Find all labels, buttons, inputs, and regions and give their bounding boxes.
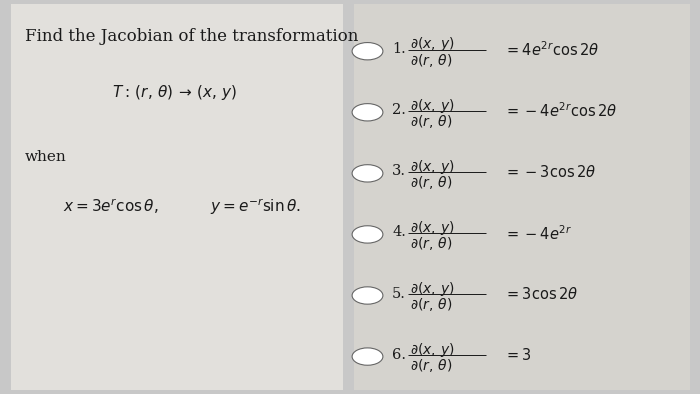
Text: $\partial(r,\,\theta)$: $\partial(r,\,\theta)$ — [410, 235, 452, 252]
Text: 1.: 1. — [392, 42, 406, 56]
Text: $\partial(x,\,y)$: $\partial(x,\,y)$ — [410, 341, 454, 359]
FancyBboxPatch shape — [354, 4, 690, 390]
Circle shape — [352, 104, 383, 121]
Text: when: when — [25, 150, 66, 164]
Text: 3.: 3. — [392, 164, 406, 178]
Text: 2.: 2. — [392, 103, 406, 117]
Text: 4.: 4. — [392, 225, 406, 240]
Text: $\partial(r,\,\theta)$: $\partial(r,\,\theta)$ — [410, 52, 452, 69]
Text: $= 4e^{2r}\cos 2\theta$: $= 4e^{2r}\cos 2\theta$ — [504, 41, 599, 59]
Text: $= 3$: $= 3$ — [504, 348, 532, 363]
Text: $\partial(x,\,y)$: $\partial(x,\,y)$ — [410, 158, 454, 176]
Text: $= -4e^{2r}$: $= -4e^{2r}$ — [504, 224, 572, 243]
Text: $x = 3e^r\cos\theta,$: $x = 3e^r\cos\theta,$ — [63, 197, 159, 216]
Text: $\partial(r,\,\theta)$: $\partial(r,\,\theta)$ — [410, 296, 452, 313]
Text: $= 3\cos 2\theta$: $= 3\cos 2\theta$ — [504, 286, 578, 302]
Text: $\partial(x,\,y)$: $\partial(x,\,y)$ — [410, 219, 454, 237]
Text: Find the Jacobian of the transformation: Find the Jacobian of the transformation — [25, 28, 358, 45]
Text: $\partial(r,\,\theta)$: $\partial(r,\,\theta)$ — [410, 357, 452, 374]
Text: $T:\,(r,\,\theta)\,\rightarrow\,(x,\,y)$: $T:\,(r,\,\theta)\,\rightarrow\,(x,\,y)$ — [112, 83, 237, 102]
Circle shape — [352, 348, 383, 365]
Text: 6.: 6. — [392, 348, 406, 362]
Text: $\partial(x,\,y)$: $\partial(x,\,y)$ — [410, 35, 454, 54]
Circle shape — [352, 165, 383, 182]
Text: $\partial(r,\,\theta)$: $\partial(r,\,\theta)$ — [410, 174, 452, 191]
FancyBboxPatch shape — [10, 4, 343, 390]
Text: $\partial(r,\,\theta)$: $\partial(r,\,\theta)$ — [410, 113, 452, 130]
Text: $\partial(x,\,y)$: $\partial(x,\,y)$ — [410, 97, 454, 115]
Text: $\partial(x,\,y)$: $\partial(x,\,y)$ — [410, 280, 454, 298]
Text: 5.: 5. — [392, 286, 406, 301]
Circle shape — [352, 43, 383, 60]
Text: $= -4e^{2r}\cos 2\theta$: $= -4e^{2r}\cos 2\theta$ — [504, 102, 617, 121]
Text: $= -3\cos 2\theta$: $= -3\cos 2\theta$ — [504, 164, 596, 180]
Circle shape — [352, 226, 383, 243]
Circle shape — [352, 287, 383, 304]
Text: $y = e^{-r}\sin\theta.$: $y = e^{-r}\sin\theta.$ — [210, 197, 301, 217]
